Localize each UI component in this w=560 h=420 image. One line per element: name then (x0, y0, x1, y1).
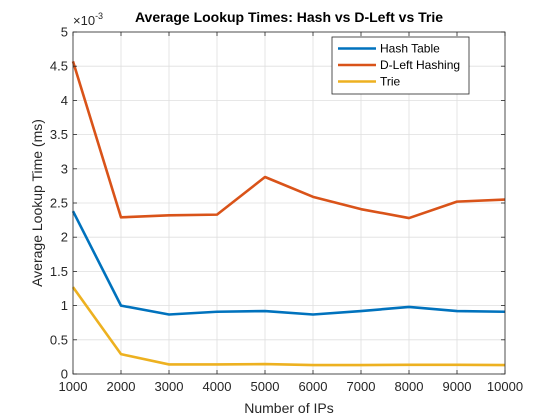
y-tick-label: 2.5 (50, 196, 68, 211)
x-tick-label: 5000 (251, 379, 280, 394)
series-line-hash-table (71, 210, 506, 316)
series-line-d-left-hashing (71, 61, 506, 220)
y-tick-labels: 0 0.5 1 1.5 2 2.5 3 3.5 4 4.5 5 (50, 25, 68, 382)
legend-label-trie: Trie (380, 75, 401, 89)
y-tick-label: 4 (61, 93, 68, 108)
y-tick-label: 0 (61, 367, 68, 382)
x-tick-label: 4000 (203, 379, 232, 394)
legend: Hash Table D-Left Hashing Trie (331, 36, 470, 95)
legend-label-hash-table: Hash Table (380, 42, 440, 56)
legend-items: Hash Table D-Left Hashing Trie (338, 42, 460, 89)
x-tick-label: 9000 (443, 379, 472, 394)
y-tick-label: 3 (61, 161, 68, 176)
y-tick-label: 3.5 (50, 127, 68, 142)
y-tick-label: 5 (61, 25, 68, 40)
y-axis-label: Average Lookup Time (ms) (29, 119, 45, 287)
y-exponent-label: ×10-3 (73, 11, 103, 28)
legend-label-d-left-hashing: D-Left Hashing (380, 58, 460, 72)
y-tick-label: 4.5 (50, 59, 68, 74)
y-tick-label: 1 (61, 298, 68, 313)
x-tick-labels: 1000 2000 3000 4000 5000 6000 7000 8000 9000 1000… (59, 379, 524, 394)
x-tick-label: 10000 (487, 379, 523, 394)
series-lines (71, 61, 506, 367)
x-tick-label: 2000 (107, 379, 136, 394)
axis-ticks (72, 31, 506, 375)
y-tick-label: 0.5 (50, 332, 68, 347)
x-axis-label: Number of IPs (244, 400, 333, 416)
x-tick-label: 1000 (59, 379, 88, 394)
grid-lines (72, 31, 506, 375)
y-tick-label: 2 (61, 230, 68, 245)
x-tick-label: 3000 (155, 379, 184, 394)
x-tick-label: 6000 (299, 379, 328, 394)
y-tick-label: 1.5 (50, 264, 68, 279)
x-tick-label: 7000 (347, 379, 376, 394)
x-tick-label: 8000 (395, 379, 424, 394)
series-line-trie (71, 286, 506, 367)
chart-title: Average Lookup Times: Hash vs D-Left vs … (135, 9, 443, 25)
